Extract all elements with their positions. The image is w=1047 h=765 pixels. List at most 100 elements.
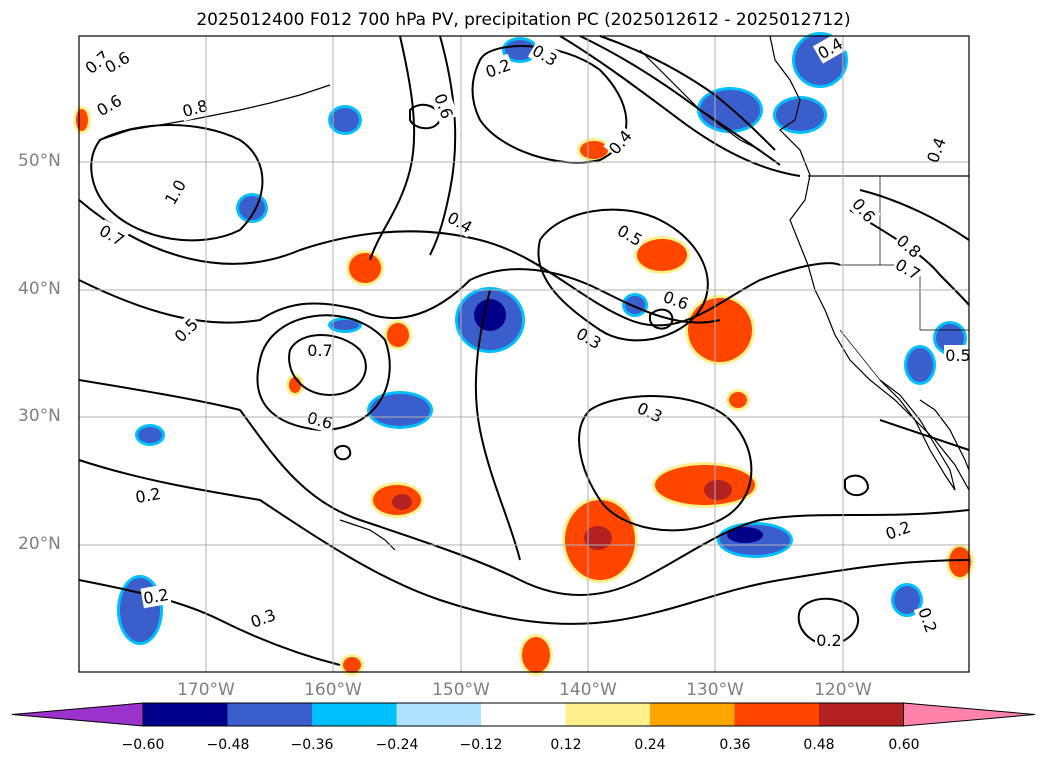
precip-anomaly-blob [625,296,645,314]
contour-line [78,199,841,327]
contour-label-bg [913,603,943,637]
contour-label-bg [812,32,848,64]
colorbar-segment [565,703,650,726]
precip-anomaly-blob [343,657,361,673]
precip-anomaly-blob [370,394,430,426]
contour-line [559,35,801,177]
colorbar-segment [396,703,481,726]
precip-anomaly-blob [776,99,824,131]
contour-label-bg [79,45,115,79]
contour-label-bg [169,313,203,347]
contour-line [859,189,970,241]
precip-anomaly-blob [704,480,732,500]
colorbar-tick-label: 0.12 [550,737,582,753]
contour-line [579,35,781,166]
colorbar-tick-label: −0.48 [206,737,250,753]
contour-line [78,459,970,625]
lon-label-170w: 170°W [177,680,235,700]
precip-anomaly-blob [349,253,381,283]
precip-anomaly-blob [584,526,612,550]
colorbar-segment [734,703,819,726]
precip-anomaly-blob [637,239,687,271]
contour-line [78,579,341,666]
lon-label-130w: 130°W [686,680,744,700]
precip-anomaly-blob [688,298,752,362]
precip-anomaly-blob [474,299,506,331]
contour-label-bg [306,340,334,360]
contour-label-bg [881,515,915,545]
colorbar-tick-label: −0.12 [459,737,503,753]
contour-label-bg [847,192,881,228]
lon-label-140w: 140°W [559,680,617,700]
contour-label-bg [891,229,927,263]
contour-line [78,268,721,324]
colorbar-segment [312,703,397,726]
precip-anomaly-blob [729,392,747,408]
precip-anomaly-blob [727,527,763,543]
colorbar-segment [143,703,228,726]
north-america-coast [769,35,970,491]
precip-anomaly-blob [392,494,412,510]
precip-anomaly-blob [907,348,933,382]
precip-anomaly-blob [655,465,755,505]
precip-anomaly-blob [76,109,88,131]
contour-line [288,334,367,397]
contour-label-bg [303,406,337,434]
contour-label-bg [603,124,637,160]
contour-label-bg [429,89,459,123]
colorbar-segment [227,703,312,726]
colorbar-segment [481,703,566,726]
precip-anomaly-blob [505,40,535,60]
precip-anomaly-blob [331,108,359,132]
contour-label-bg [612,219,648,251]
contour-label-bg [442,206,478,238]
contour-label: 0.5 [945,346,970,365]
precip-anomaly-blob [138,427,162,443]
contour-label-bg [527,39,563,71]
contour-line [334,444,352,461]
colorbar-tick-label: −0.36 [290,737,334,753]
contour-label: 0.2 [134,484,162,507]
precipitation-anomalies [73,32,974,676]
pv-contours [78,35,970,666]
baja-california [879,379,956,491]
precip-anomaly-blob [522,637,550,673]
contour-label-bg [633,397,667,427]
contour-line [879,419,970,451]
contour-label: 0.2 [816,631,841,650]
map-frame [78,35,970,673]
colorbar-tick-label: −0.24 [375,737,419,753]
lat-label-20n: 20°N [18,534,61,554]
precip-anomaly-blob [580,141,608,159]
us-state-borders [839,176,969,381]
lon-label-160w: 160°W [304,680,362,700]
colorbar-tick-label: 0.60 [888,737,920,753]
contour-line [369,35,416,261]
contour-labels: 0.70.60.6 0.81.00.70.50.70.60.20.20.30.40… [79,32,972,650]
contour-label-bg [659,285,693,315]
contour-line [849,209,970,306]
colorbar-tick-label: 0.36 [719,737,751,753]
contour-line [537,208,709,342]
map-title: 2025012400 F012 700 hPa PV, precipitatio… [196,10,851,30]
lat-label-30n: 30°N [18,406,61,426]
colorbar-extend-min [11,702,144,727]
contour-label-bg [815,630,843,650]
map-area [79,36,969,672]
precip-anomaly-blob [894,586,920,614]
contour-label-bg [159,174,191,210]
precip-anomaly-blob [700,90,760,130]
colorbar-tick-label: 0.48 [803,737,835,753]
contour-line [844,474,870,497]
contour-line [474,289,521,561]
contour-line [797,597,860,647]
precip-anomaly-blob [387,323,409,347]
contour-line [78,379,970,596]
colorbar-tick-label: 0.24 [634,737,666,753]
contour-label-bg [99,46,135,78]
hawaii-islands [339,519,396,551]
contour-label-bg [571,322,607,354]
colorbar-segment [650,703,735,726]
contour-label-bg [94,219,130,251]
